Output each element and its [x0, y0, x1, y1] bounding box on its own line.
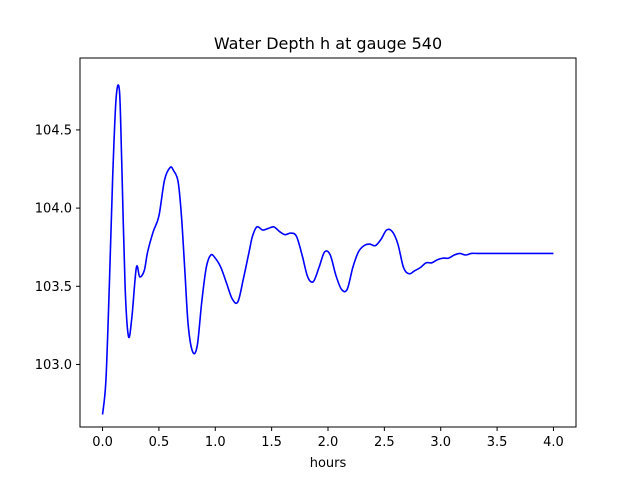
y-tick-label: 103.0	[35, 358, 72, 373]
plot-area	[79, 57, 577, 428]
series-layer	[101, 84, 554, 415]
x-tick-label: 1.5	[261, 435, 282, 450]
x-tick-label: 3.0	[430, 435, 451, 450]
x-tick-label: 1.0	[205, 435, 226, 450]
chart-title: Water Depth h at gauge 540	[214, 34, 442, 53]
x-axis: 0.0 0.5 1.0 1.5 2.0 2.5 3.0 3.5 4.0	[92, 427, 564, 450]
x-tick-label: 4.0	[543, 435, 564, 450]
x-tick-label: 0.0	[92, 435, 113, 450]
series-line	[101, 84, 554, 415]
y-axis: 103.0 103.5 104.0 104.5	[35, 123, 80, 373]
y-tick-label: 104.0	[35, 202, 72, 217]
y-tick-label: 103.5	[35, 280, 72, 295]
x-tick-label: 0.5	[149, 435, 170, 450]
x-tick-label: 2.0	[318, 435, 339, 450]
y-tick-label: 104.5	[35, 123, 72, 138]
x-tick-label: 2.5	[374, 435, 395, 450]
x-axis-label: hours	[310, 456, 347, 471]
x-tick-label: 3.5	[487, 435, 508, 450]
